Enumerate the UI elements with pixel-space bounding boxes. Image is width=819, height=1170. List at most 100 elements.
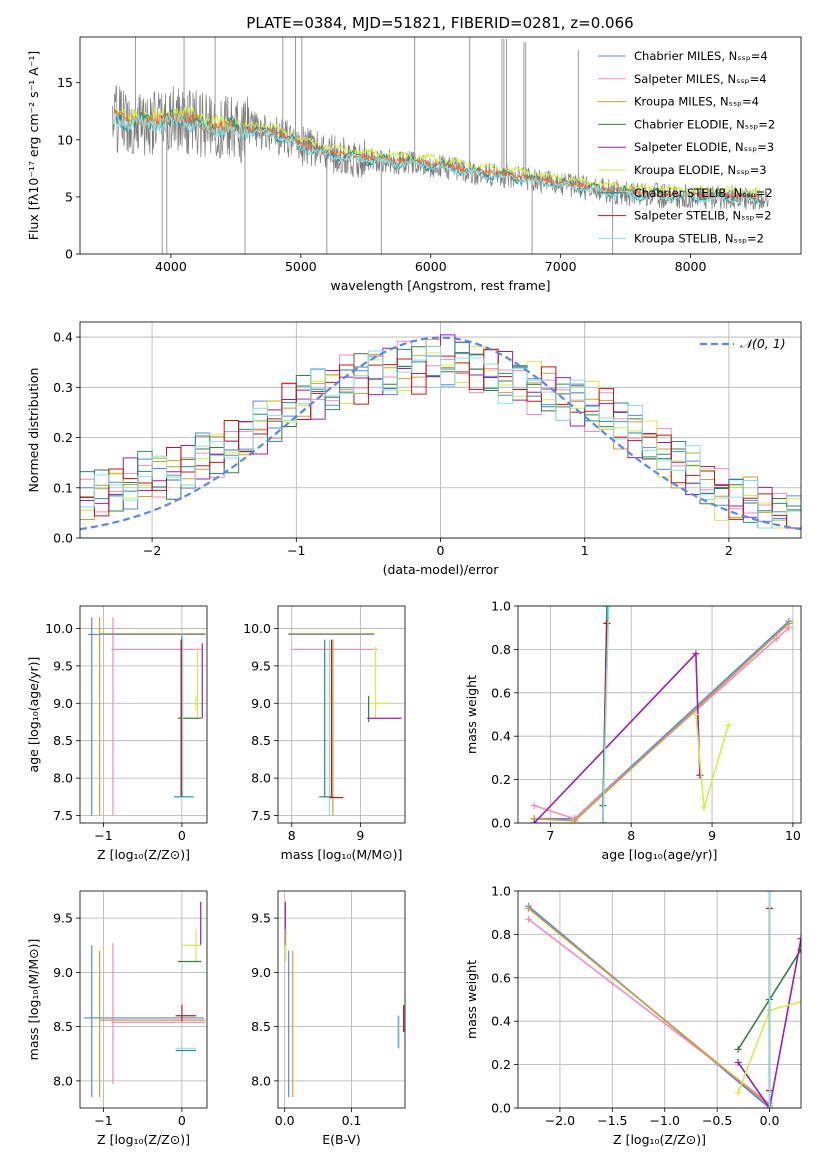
histogram-kroupa_stelib <box>80 345 801 529</box>
y-tick-label: 9.5 <box>251 911 271 926</box>
x-tick-label: 1 <box>581 543 589 558</box>
series-point-salpeter_miles <box>773 635 781 643</box>
series-point-kroupa_elodie <box>797 998 801 1006</box>
legend-label-normal: 𝒩(0, 1) <box>740 336 786 351</box>
series-point-kroupa_stelib <box>605 606 613 610</box>
axes-frame <box>517 605 802 824</box>
x-tick-label: −1 <box>94 1113 112 1128</box>
plot-area-age_vs_Z <box>87 617 206 816</box>
x-tick-label: 9 <box>356 828 364 843</box>
y-tick-label: 0 <box>65 247 73 262</box>
legend-label-chabrier_stelib: Chabrier STELIB, Nₛₛₚ=2 <box>634 186 773 200</box>
x-tick-label: 0 <box>178 828 186 843</box>
panel-mass_vs_ebv: 0.0 0.1 8.0 8.5 9.0 9.5 E(B-V) <box>251 890 406 1147</box>
x-tick-label: 0.0 <box>760 1113 780 1128</box>
y-tick-label: 1.0 <box>491 884 511 899</box>
x-axis-label: Z [log₁₀(Z/Z⊙)] <box>97 1132 190 1147</box>
y-tick-label: 10.0 <box>243 621 271 636</box>
y-tick-label: 9.0 <box>251 965 271 980</box>
series-point-salpeter_elodie <box>696 771 704 779</box>
axes-frame <box>277 890 406 1109</box>
y-axis-label: mass weight <box>464 675 479 754</box>
legend-label-kroupa_miles: Kroupa MILES, Nₛₛₚ=4 <box>634 95 759 109</box>
series-line-chabrier_miles <box>534 620 790 820</box>
plot-area-weight_vs_age <box>530 606 793 823</box>
y-tick-label: 0.8 <box>491 927 511 942</box>
panel-spectrum: 4000 5000 6000 7000 8000 0 5 10 15 wavelength [An… <box>26 14 802 293</box>
x-tick-label: 8 <box>288 828 296 843</box>
y-tick-label: 8.5 <box>251 1019 271 1034</box>
y-tick-label: 0.2 <box>491 1057 511 1072</box>
y-tick-label: 0.6 <box>491 970 511 985</box>
series-line-kroupa_miles <box>527 907 771 1107</box>
y-tick-label: 9.5 <box>53 658 73 673</box>
x-tick-label: −1.0 <box>650 1113 680 1128</box>
x-tick-label: 10 <box>785 828 801 843</box>
x-tick-label: 2 <box>725 543 733 558</box>
y-tick-label: 9.5 <box>53 911 73 926</box>
y-tick-label: 0.6 <box>491 685 511 700</box>
x-tick-label: −2 <box>143 543 161 558</box>
x-tick-label: 7000 <box>545 259 577 274</box>
x-tick-label: −1 <box>287 543 305 558</box>
x-axis-label: wavelength [Angstrom, rest frame] <box>330 278 550 293</box>
y-tick-label: 0.0 <box>491 1101 511 1116</box>
axes-frame <box>79 36 802 255</box>
y-tick-label: 15 <box>57 75 73 90</box>
y-tick-label: 0.8 <box>491 642 511 657</box>
y-tick-label: 0.4 <box>491 1014 511 1029</box>
x-tick-label: 0.0 <box>275 1113 295 1128</box>
legend-label-kroupa_elodie: Kroupa ELODIE, Nₛₛₚ=3 <box>634 163 767 177</box>
chart-title: PLATE=0384, MJD=51821, FIBERID=0281, z=0… <box>246 14 633 32</box>
axes-frame <box>277 605 406 824</box>
y-tick-label: 9.5 <box>251 658 271 673</box>
x-tick-label: 0 <box>178 1113 186 1128</box>
series-point-kroupa_miles <box>524 904 532 912</box>
plot-area-mass_vs_Z <box>83 901 206 1098</box>
y-tick-label: 0.4 <box>491 729 511 744</box>
legend-label-chabrier_miles: Chabrier MILES, Nₛₛₚ=4 <box>634 49 768 63</box>
series-point-salpeter_miles <box>524 915 532 923</box>
panel-mass_vs_Z: −1 0 8.0 8.5 9.0 9.5 Z [log₁₀(Z/Z⊙)] mass [log₁… <box>26 890 208 1147</box>
axes-frame <box>79 605 208 824</box>
x-tick-label: −1.5 <box>597 1113 627 1128</box>
series-point-kroupa_stelib <box>766 1104 774 1108</box>
legend-label-chabrier_elodie: Chabrier ELODIE, Nₛₛₚ=2 <box>634 117 775 131</box>
legend-label-salpeter_elodie: Salpeter ELODIE, Nₛₛₚ=3 <box>634 140 774 154</box>
y-tick-label: 0.4 <box>53 330 73 345</box>
y-tick-label: 0.0 <box>53 531 73 546</box>
y-tick-label: 8.5 <box>251 733 271 748</box>
x-tick-label: 0 <box>437 543 445 558</box>
series-point-salpeter_miles <box>530 802 538 810</box>
series-line-salpeter_elodie <box>737 938 801 1108</box>
y-axis-label: age [log₁₀(age/yr)] <box>26 657 41 773</box>
y-tick-label: 0.2 <box>491 772 511 787</box>
x-tick-label: 7 <box>546 828 554 843</box>
x-axis-label: mass [log₁₀(M/M⊙)] <box>281 847 403 862</box>
plot-area-age_vs_mass <box>288 633 402 816</box>
axes-frame <box>79 321 802 539</box>
normal-curve <box>80 336 801 531</box>
y-tick-label: 8.0 <box>251 771 271 786</box>
model-spectrum-orange <box>113 108 762 201</box>
x-tick-label: 6000 <box>415 259 447 274</box>
plot-area-residuals <box>80 334 801 531</box>
y-axis-label: Normed distribution <box>26 368 41 493</box>
series-point-salpeter_elodie <box>797 935 801 943</box>
y-tick-label: 1.0 <box>491 599 511 614</box>
y-tick-label: 0.1 <box>53 480 73 495</box>
legend-label-salpeter_stelib: Salpeter STELIB, Nₛₛₚ=2 <box>634 209 772 223</box>
series-point-kroupa_elodie <box>724 721 732 729</box>
x-axis-label: Z [log₁₀(Z/Z⊙)] <box>613 1132 706 1147</box>
x-tick-label: −2.0 <box>545 1113 575 1128</box>
y-tick-label: 8.0 <box>53 771 73 786</box>
series-point-salpeter_elodie <box>692 650 700 658</box>
x-tick-label: 9 <box>708 828 716 843</box>
series-point-kroupa_miles <box>785 619 793 627</box>
y-tick-label: 7.5 <box>251 808 271 823</box>
series-point-chabrier_stelib <box>603 606 611 610</box>
y-tick-label: 8.0 <box>53 1073 73 1088</box>
plot-area-mass_vs_ebv <box>284 901 405 1098</box>
x-axis-label: Z [log₁₀(Z/Z⊙)] <box>97 847 190 862</box>
